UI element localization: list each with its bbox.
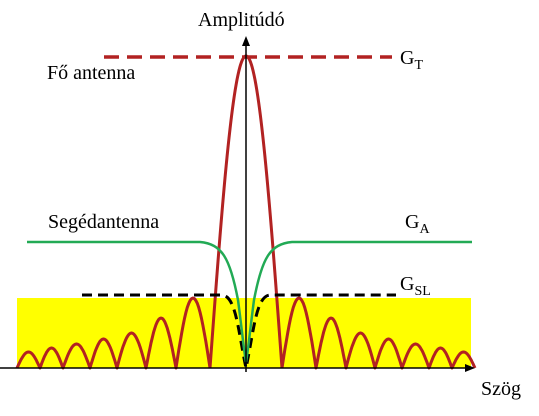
gsl-dashed-curve (82, 293, 396, 369)
ga-label: GA (405, 211, 430, 237)
aux-antenna-label: Segédantenna (48, 211, 159, 233)
gt-label: GT (400, 47, 423, 73)
y-axis-label: Amplitúdó (198, 9, 285, 31)
y-axis-arrow (242, 36, 250, 46)
gsl-label: GSL (400, 273, 431, 299)
gsl-label-sub: SL (414, 284, 430, 299)
main-antenna-sidelobes (15, 296, 477, 370)
main-antenna-label: Fő antenna (47, 62, 135, 84)
ga-label-sub: A (419, 222, 430, 237)
gt-label-base: G (400, 47, 414, 69)
ga-label-base: G (405, 211, 419, 233)
gsl-label-base: G (400, 273, 414, 295)
gt-label-sub: T (414, 58, 423, 73)
x-axis-label: Szög (481, 378, 521, 400)
x-axis-arrow (465, 364, 475, 372)
